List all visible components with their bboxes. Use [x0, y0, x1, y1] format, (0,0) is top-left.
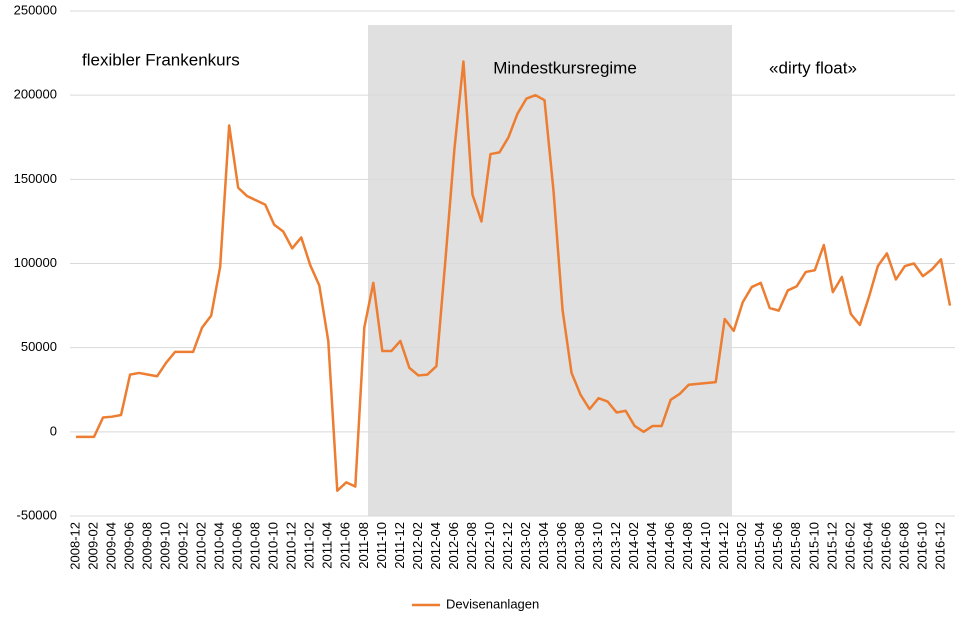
- x-tick-label: 2016-06: [878, 522, 893, 570]
- x-tick-label: 2014-04: [644, 522, 659, 570]
- x-tick-label: 2009-08: [140, 522, 155, 570]
- legend-label: Devisenanlagen: [446, 596, 539, 611]
- y-tick-label: -50000: [17, 507, 57, 522]
- x-tick-label: 2009-12: [176, 522, 191, 570]
- x-tick-label: 2014-10: [698, 522, 713, 570]
- x-tick-label: 2010-10: [266, 522, 281, 570]
- x-tick-label: 2012-06: [446, 522, 461, 570]
- x-tick-label: 2014-08: [680, 522, 695, 570]
- annotation: Mindestkursregime: [493, 58, 637, 77]
- x-tick-label: 2010-06: [230, 522, 245, 570]
- x-tick-label: 2016-10: [914, 522, 929, 570]
- x-tick-label: 2009-06: [121, 522, 136, 570]
- x-tick-label: 2016-12: [932, 522, 947, 570]
- x-tick-label: 2012-12: [500, 522, 515, 570]
- x-tick-label: 2011-02: [302, 522, 317, 569]
- x-tick-label: 2015-10: [806, 522, 821, 570]
- x-tick-label: 2010-08: [248, 522, 263, 570]
- y-tick-label: 50000: [21, 339, 57, 354]
- x-tick-label: 2015-04: [752, 522, 767, 570]
- x-tick-label: 2013-10: [590, 522, 605, 570]
- x-tick-label: 2013-04: [536, 522, 551, 570]
- x-tick-label: 2009-02: [85, 522, 100, 570]
- y-tick-label: 250000: [14, 2, 57, 17]
- x-tick-label: 2011-04: [320, 522, 335, 569]
- annotation: «dirty float»: [769, 58, 857, 77]
- y-tick-label: 100000: [14, 255, 57, 270]
- x-tick-label: 2011-10: [374, 522, 389, 569]
- x-tick-label: 2013-02: [518, 522, 533, 570]
- x-tick-label: 2012-10: [482, 522, 497, 570]
- x-tick-label: 2011-08: [356, 522, 371, 569]
- x-tick-label: 2016-04: [860, 522, 875, 570]
- x-tick-label: 2014-06: [662, 522, 677, 570]
- y-tick-label: 150000: [14, 171, 57, 186]
- x-tick-label: 2013-12: [608, 522, 623, 570]
- x-tick-label: 2014-02: [626, 522, 641, 570]
- x-tick-label: 2010-02: [194, 522, 209, 570]
- x-tick-label: 2010-04: [212, 522, 227, 570]
- y-tick-label: 200000: [14, 87, 57, 102]
- x-tick-label: 2015-12: [824, 522, 839, 570]
- x-tick-label: 2016-08: [896, 522, 911, 570]
- x-tick-label: 2012-04: [428, 522, 443, 570]
- x-tick-label: 2014-12: [716, 522, 731, 570]
- annotation: flexibler Frankenkurs: [82, 50, 240, 69]
- data-line: [76, 60, 952, 492]
- x-tick-label: 2011-12: [392, 522, 407, 569]
- x-tick-label: 2013-08: [572, 522, 587, 570]
- y-tick-label: 0: [50, 423, 57, 438]
- x-tick-label: 2015-08: [788, 522, 803, 570]
- x-tick-label: 2010-12: [284, 522, 299, 570]
- x-tick-label: 2009-10: [158, 522, 173, 570]
- x-tick-label: 2009-04: [103, 522, 118, 570]
- x-tick-label: 2015-02: [734, 522, 749, 570]
- x-tick-label: 2011-06: [338, 522, 353, 569]
- x-tick-label: 2012-08: [464, 522, 479, 570]
- regime-shade: [368, 25, 732, 516]
- x-tick-label: 2015-06: [770, 522, 785, 570]
- x-tick-label: 2016-02: [842, 522, 857, 570]
- x-tick-label: 2013-06: [554, 522, 569, 570]
- x-tick-label: 2012-02: [410, 522, 425, 570]
- x-tick-label: 2008-12: [67, 522, 82, 570]
